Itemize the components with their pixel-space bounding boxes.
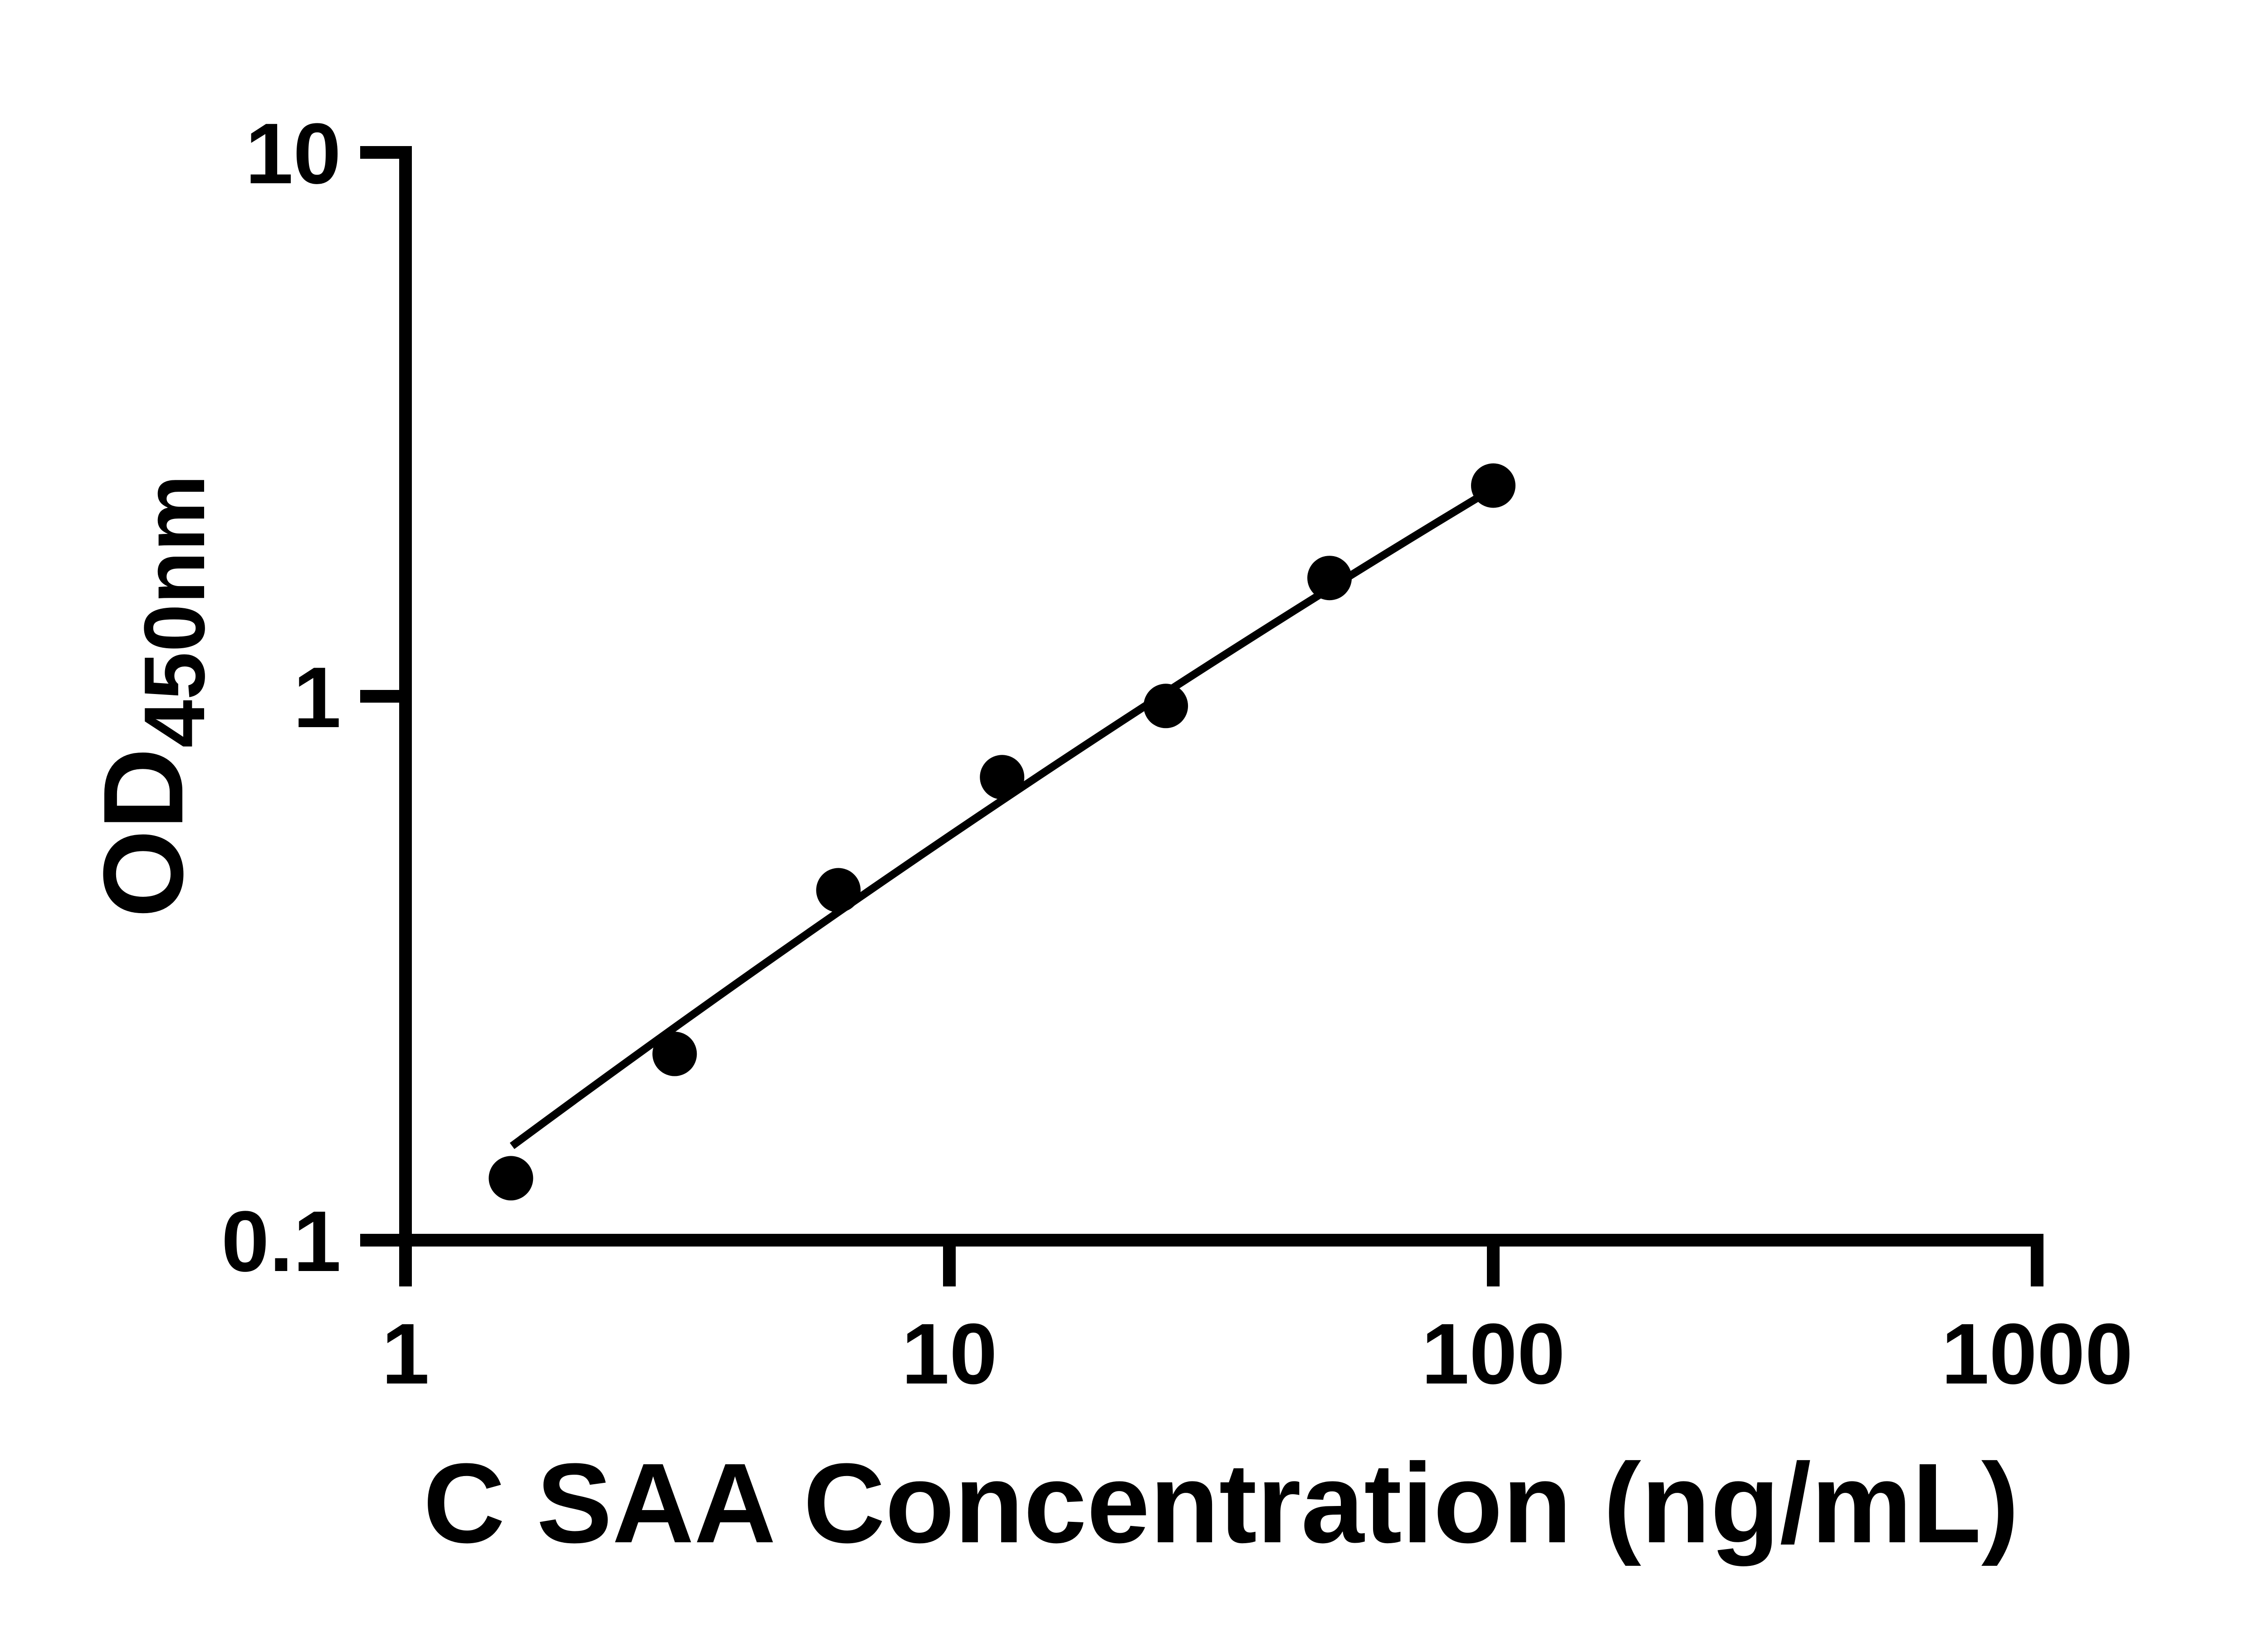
x-axis-title: C SAA Concentration (ng/mL) (423, 1440, 2019, 1566)
x-tick-label: 1 (381, 1306, 430, 1402)
y-axis-title-subscript: 450nm (127, 474, 223, 748)
data-point (652, 1032, 697, 1076)
tick-marks-group (360, 146, 2043, 1286)
y-tick-label: 0.1 (221, 1193, 341, 1290)
y-tick-label: 10 (245, 106, 341, 202)
y-tick-label: 1 (293, 650, 341, 746)
data-point (489, 1156, 533, 1201)
y-axis-title-main: OD (80, 748, 206, 918)
data-point (1471, 463, 1515, 508)
data-points-group (489, 463, 1515, 1201)
y-axis-title: OD450nm (80, 474, 223, 918)
x-tick-label: 10 (901, 1306, 997, 1402)
data-point (816, 868, 861, 913)
data-point (1307, 556, 1352, 601)
data-point (980, 755, 1025, 800)
x-tick-label: 100 (1421, 1306, 1565, 1402)
x-tick-label: 1000 (1941, 1306, 2133, 1402)
data-point (1144, 684, 1188, 728)
tick-labels-group: 1 10 100 1000 10 1 0.1 (221, 106, 2133, 1402)
